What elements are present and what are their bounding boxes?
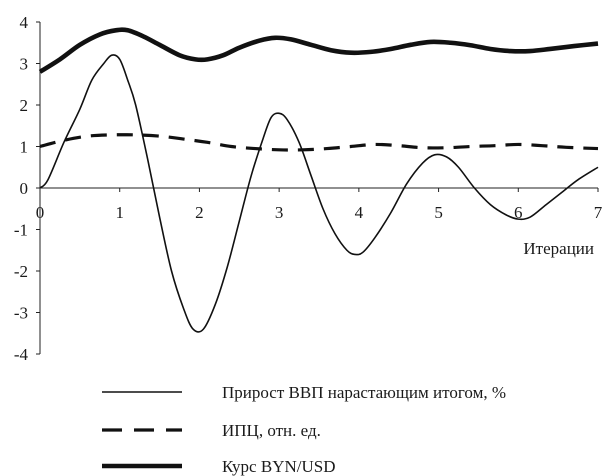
series-layer <box>38 27 599 333</box>
legend-label-1: Прирост ВВП нарастающим итогом, % <box>222 383 506 402</box>
y-tick-label: 2 <box>20 96 29 115</box>
x-tick-label: 7 <box>594 203 603 222</box>
y-tick-label: -3 <box>14 304 28 323</box>
y-tick-label: -2 <box>14 262 28 281</box>
legend: Прирост ВВП нарастающим итогом, % ИПЦ, от… <box>102 383 506 476</box>
series-line-1 <box>39 54 599 333</box>
x-tick-label: 5 <box>434 203 443 222</box>
series-line-3 <box>38 27 599 74</box>
y-tick-label: 3 <box>20 55 29 74</box>
x-tick-label: 2 <box>195 203 204 222</box>
x-tick-label: 4 <box>355 203 364 222</box>
x-tick-label: 1 <box>115 203 124 222</box>
y-tick-label: -1 <box>14 221 28 240</box>
y-tick-label: 0 <box>20 179 29 198</box>
y-tick-label: 4 <box>20 13 29 32</box>
legend-label-2: ИПЦ, отн. ед. <box>222 421 321 440</box>
legend-label-3: Курс BYN/USD <box>222 457 335 476</box>
y-tick-label: -4 <box>14 345 29 364</box>
y-tick-label: 1 <box>20 138 29 157</box>
x-axis-label: Итерации <box>523 239 594 258</box>
series-line-2 <box>39 133 599 152</box>
x-tick-label: 0 <box>36 203 45 222</box>
x-tick-label: 6 <box>514 203 523 222</box>
x-tick-label: 3 <box>275 203 284 222</box>
